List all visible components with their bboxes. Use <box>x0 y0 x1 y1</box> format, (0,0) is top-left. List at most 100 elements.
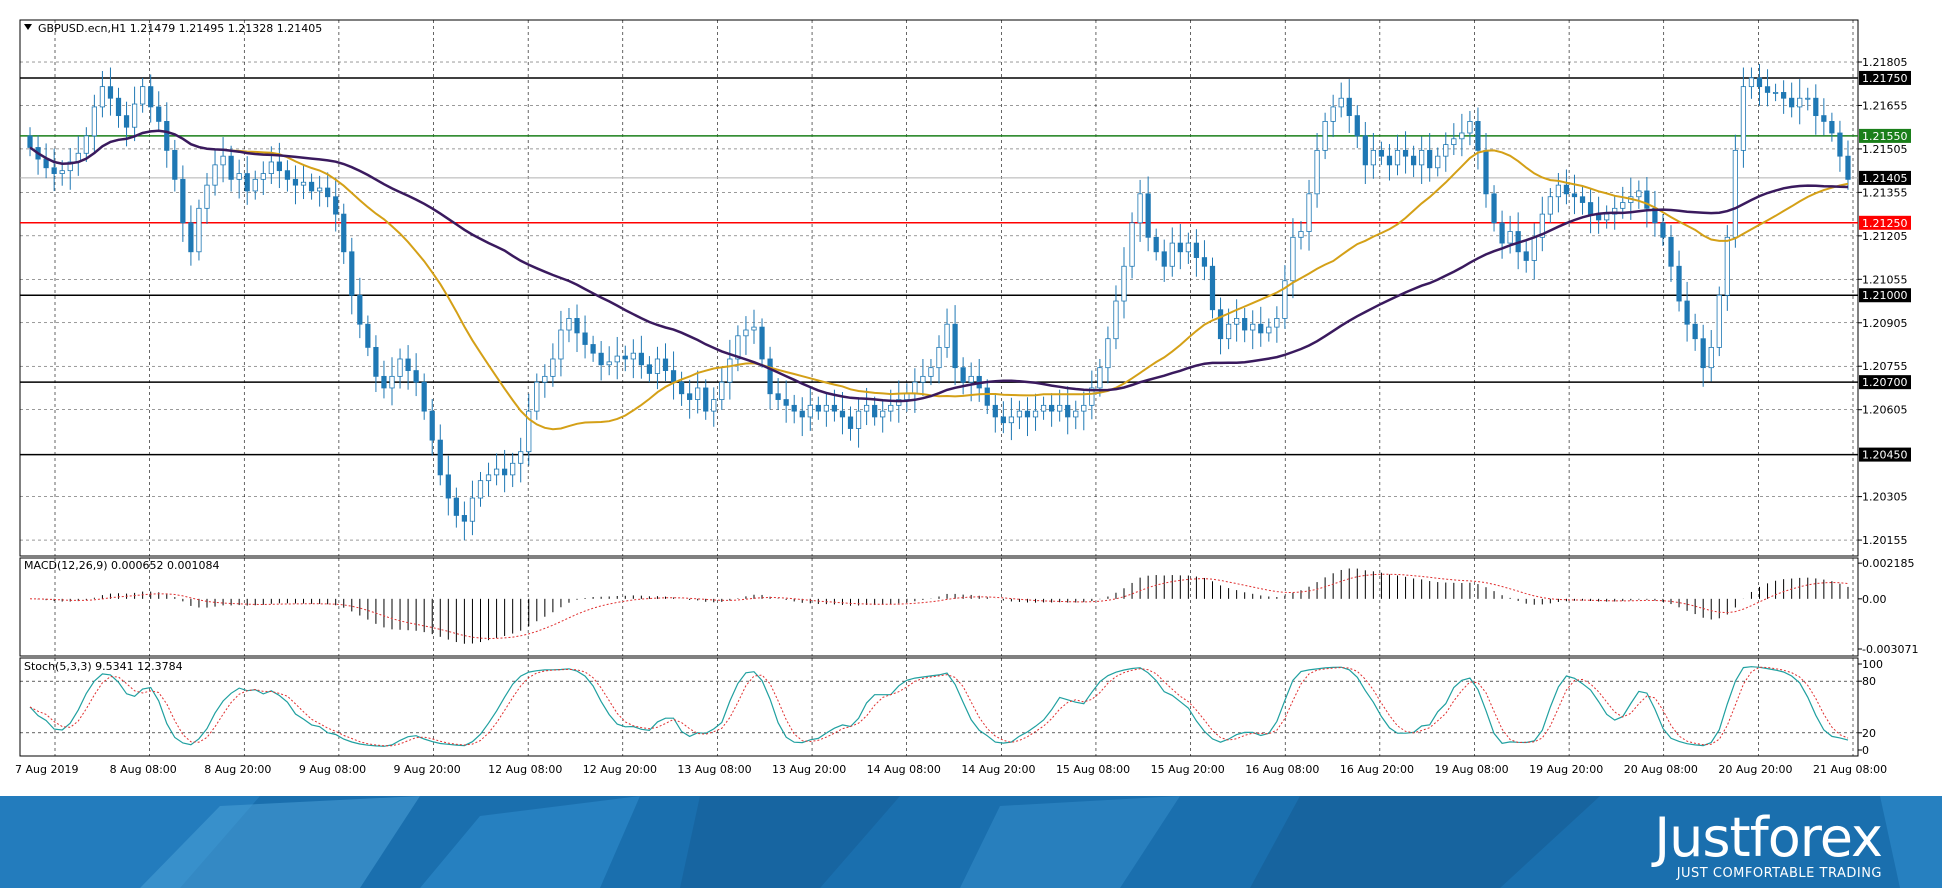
candle-body <box>1604 213 1610 221</box>
candle-body <box>630 352 636 360</box>
candle-body <box>341 213 347 253</box>
candle-body <box>1201 257 1208 267</box>
price-tick-label: 1.20605 <box>1862 404 1908 417</box>
time-tick-label: 15 Aug 08:00 <box>1056 763 1130 776</box>
candle-body <box>1338 97 1344 108</box>
candle-body <box>799 410 805 418</box>
stoch-tick-label: 100 <box>1862 658 1883 671</box>
price-tick-label: 1.21805 <box>1862 56 1908 69</box>
candle-body <box>99 86 106 108</box>
candle-body <box>276 161 282 172</box>
price-level-label: 1.21250 <box>1862 217 1908 230</box>
macd-tick-label: 0.00 <box>1862 593 1887 606</box>
candle-body <box>1732 149 1738 238</box>
macd-signal-line <box>29 573 1849 640</box>
candle-body <box>920 375 926 383</box>
candle-body <box>260 173 266 180</box>
candle-body <box>244 173 250 192</box>
candle-body <box>526 410 532 453</box>
candle-body <box>1459 132 1465 140</box>
candle-body <box>1370 149 1376 166</box>
candle-body <box>405 358 411 371</box>
candle-body <box>212 164 218 186</box>
candle-body <box>1354 115 1360 137</box>
price-tick-label: 1.21205 <box>1862 230 1908 243</box>
candle-body <box>1290 236 1296 282</box>
candle-body <box>1049 404 1055 412</box>
candle-body <box>429 410 435 441</box>
candle-body <box>373 346 379 377</box>
candle-body <box>1394 149 1401 166</box>
candle-body <box>727 358 733 383</box>
candle-body <box>1057 404 1063 412</box>
candle-body <box>1579 196 1586 203</box>
candle-body <box>1314 149 1320 195</box>
candle-body <box>180 178 186 224</box>
price-level-tag <box>1859 128 1911 143</box>
candle-body <box>1660 222 1666 238</box>
candle-body <box>1089 387 1095 406</box>
brand-tagline: JUST COMFORTABLE TRADING <box>1676 866 1882 881</box>
candle-body <box>1410 155 1417 166</box>
candle-body <box>284 170 291 180</box>
candle-body <box>1797 97 1803 108</box>
candle-body <box>1306 193 1312 232</box>
candle-body <box>518 451 524 464</box>
candle-body <box>1250 323 1256 331</box>
candle-body <box>638 352 644 366</box>
candle-body <box>952 323 958 369</box>
candle-body <box>1539 213 1545 238</box>
candle-body <box>1185 242 1191 253</box>
price-tick-label: 1.20905 <box>1862 317 1908 330</box>
candle-body <box>1274 318 1280 328</box>
candle-body <box>51 167 57 174</box>
candle-body <box>654 358 661 374</box>
candle-body <box>968 375 974 383</box>
candle-body <box>1225 323 1232 340</box>
time-tick-label: 20 Aug 20:00 <box>1718 763 1792 776</box>
candle-body <box>558 329 564 360</box>
candle-body <box>1217 309 1224 340</box>
price-tick-label: 1.21355 <box>1862 186 1908 199</box>
chart-dropdown-icon[interactable] <box>24 24 32 30</box>
candle-body <box>1813 97 1819 117</box>
candle-body <box>1298 231 1304 238</box>
candle-body <box>437 439 443 476</box>
candle-body <box>670 370 677 383</box>
time-tick-label: 12 Aug 20:00 <box>583 763 657 776</box>
candle-body <box>1105 338 1111 369</box>
candle-body <box>228 155 234 180</box>
candle-body <box>1346 97 1352 117</box>
candle-body <box>1467 121 1473 134</box>
candle-body <box>823 404 829 412</box>
candle-body <box>1708 346 1714 369</box>
candle-body <box>123 115 130 128</box>
candle-body <box>365 323 371 348</box>
time-tick-label: 16 Aug 20:00 <box>1340 763 1414 776</box>
candle-body <box>252 178 258 192</box>
time-tick-label: 13 Aug 20:00 <box>772 763 846 776</box>
candle-body <box>566 318 572 331</box>
candle-body <box>1563 184 1570 195</box>
candle-body <box>204 184 210 209</box>
candle-body <box>1451 138 1457 145</box>
candle-body <box>1491 193 1497 224</box>
candle-body <box>791 404 797 412</box>
price-level-label: 1.21550 <box>1862 130 1908 143</box>
candle-body <box>1081 404 1087 412</box>
stoch-tick-label: 0 <box>1862 744 1869 757</box>
candle-body <box>1587 202 1594 215</box>
candle-body <box>67 161 73 172</box>
candle-body <box>59 170 65 174</box>
candle-body <box>1362 135 1368 166</box>
price-level-label: 1.21405 <box>1862 172 1908 185</box>
stoch-signal-line <box>29 666 1849 747</box>
candle-body <box>783 399 789 406</box>
price-level-label: 1.20450 <box>1862 449 1908 462</box>
candle-body <box>888 404 894 412</box>
candle-body <box>807 404 813 418</box>
candle-body <box>1177 242 1183 253</box>
candle-body <box>847 416 854 429</box>
candle-body <box>928 367 934 377</box>
candle-body <box>164 121 170 151</box>
